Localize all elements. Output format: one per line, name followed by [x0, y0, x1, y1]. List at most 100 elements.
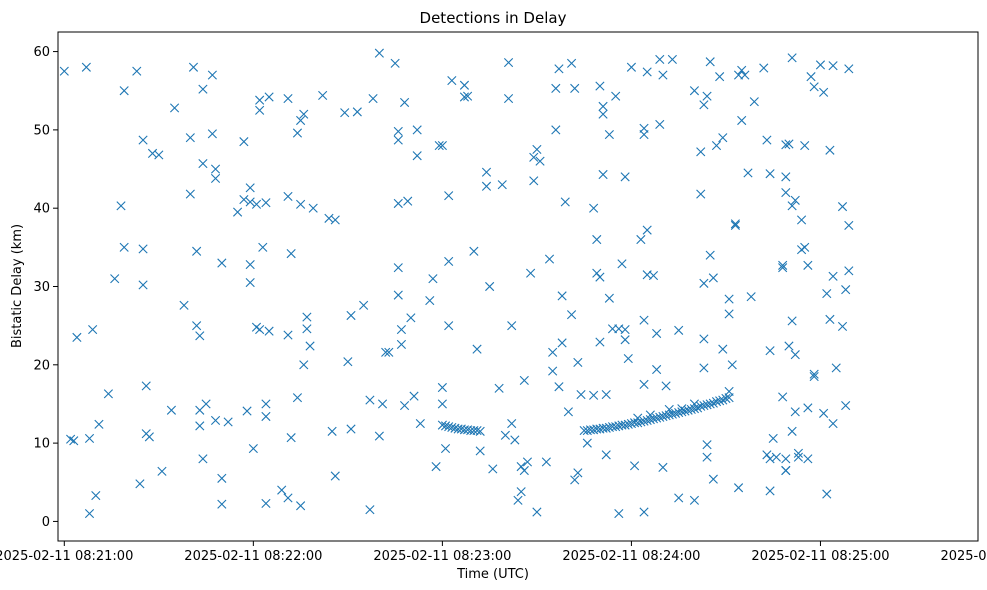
- chart-title: Detections in Delay: [420, 9, 567, 27]
- data-point: [59, 66, 69, 76]
- data-point: [573, 357, 583, 368]
- data-point: [819, 87, 829, 97]
- data-point: [132, 66, 142, 76]
- data-point: [138, 244, 148, 254]
- data-point: [648, 414, 659, 424]
- data-point: [119, 242, 129, 252]
- data-point: [677, 407, 687, 417]
- data-point: [730, 220, 740, 231]
- data-point: [179, 300, 189, 310]
- data-point: [440, 421, 451, 431]
- data-point: [444, 256, 454, 267]
- data-point: [595, 81, 605, 91]
- data-point: [469, 246, 479, 256]
- data-point: [554, 64, 564, 74]
- data-point: [611, 91, 621, 101]
- data-point: [529, 176, 539, 186]
- data-point: [519, 375, 529, 386]
- data-point: [516, 487, 526, 497]
- data-point: [447, 422, 457, 433]
- data-point: [702, 400, 712, 410]
- data-point: [781, 465, 791, 476]
- data-point: [239, 194, 249, 205]
- data-point: [626, 62, 637, 72]
- data-point: [598, 101, 608, 111]
- data-point: [806, 72, 816, 82]
- data-point: [500, 430, 510, 440]
- data-point: [245, 183, 255, 193]
- data-point: [800, 242, 810, 252]
- data-point: [696, 401, 706, 411]
- data-point: [296, 501, 306, 511]
- data-point: [787, 426, 797, 436]
- data-point: [305, 341, 315, 351]
- y-axis-label: Bistatic Delay (km): [10, 224, 25, 348]
- data-point: [248, 444, 258, 454]
- data-point: [601, 450, 611, 460]
- data-point: [217, 258, 227, 268]
- data-point: [110, 274, 120, 284]
- data-point: [595, 272, 605, 282]
- data-point: [831, 363, 841, 373]
- data-point: [207, 70, 217, 80]
- data-point: [746, 292, 756, 302]
- data-point: [841, 285, 851, 295]
- data-point: [825, 314, 835, 324]
- data-point: [705, 250, 715, 260]
- data-point: [286, 249, 296, 259]
- data-point: [472, 425, 482, 436]
- data-point: [629, 461, 640, 471]
- data-point: [674, 493, 684, 503]
- data-point: [519, 465, 529, 476]
- data-point: [563, 407, 573, 417]
- data-point: [551, 83, 561, 93]
- data-point: [396, 324, 407, 335]
- data-point: [384, 347, 394, 357]
- data-point: [658, 462, 668, 472]
- data-point: [507, 321, 517, 331]
- data-point: [261, 498, 271, 509]
- data-point: [778, 263, 788, 273]
- data-point: [409, 391, 419, 401]
- x-tick-label: 2025-02-11 08:23:00: [373, 549, 511, 564]
- data-point: [844, 220, 854, 231]
- data-point: [463, 91, 473, 101]
- data-point: [475, 446, 485, 456]
- data-point: [503, 93, 514, 104]
- data-point: [689, 404, 700, 414]
- data-point: [522, 457, 533, 467]
- data-point: [66, 434, 76, 444]
- y-tick-label: 0: [42, 515, 50, 530]
- data-point: [655, 54, 665, 64]
- data-point: [601, 389, 611, 400]
- data-point: [661, 381, 671, 391]
- data-point: [185, 189, 195, 199]
- data-point: [639, 416, 649, 426]
- data-point: [485, 281, 495, 292]
- data-point: [261, 198, 271, 208]
- data-point: [667, 54, 677, 64]
- data-point: [803, 403, 813, 413]
- data-point: [233, 207, 243, 217]
- data-point: [210, 164, 221, 174]
- data-point: [778, 392, 788, 402]
- data-point: [787, 316, 797, 326]
- data-point: [693, 403, 703, 413]
- data-point: [711, 397, 722, 407]
- y-axis: 0 10 20 30 40 50 60: [33, 45, 58, 530]
- data-point: [223, 417, 233, 427]
- data-point: [787, 201, 797, 211]
- data-point: [245, 259, 255, 270]
- data-point: [166, 405, 177, 415]
- data-point: [535, 156, 545, 166]
- data-point: [138, 280, 148, 290]
- data-point: [689, 86, 700, 96]
- data-point: [393, 126, 403, 137]
- data-point: [119, 86, 129, 96]
- data-point: [570, 83, 580, 93]
- data-point: [670, 408, 681, 418]
- data-point: [765, 454, 775, 464]
- data-point: [781, 140, 791, 150]
- data-point: [494, 383, 504, 393]
- data-point: [696, 147, 706, 157]
